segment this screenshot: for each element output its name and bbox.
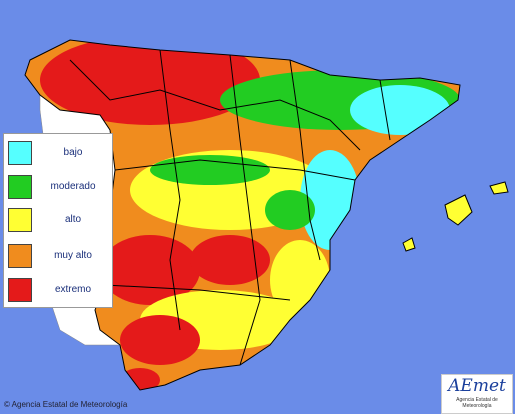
legend-label: bajo xyxy=(63,147,83,158)
legend-item: alto xyxy=(8,208,112,232)
legend-item: bajo xyxy=(8,141,112,165)
legend-item: extremo xyxy=(8,278,112,302)
logo-subtitle: Agencia Estatal de Meteorología xyxy=(456,397,498,409)
island xyxy=(489,181,509,195)
legend-label: moderado xyxy=(50,181,96,192)
legend-label: extremo xyxy=(54,284,92,295)
logo: AEmet Agencia Estatal de Meteorología xyxy=(441,374,513,414)
legend: bajo moderado alto muy alto extremo xyxy=(3,133,113,308)
logo-name: AEmet xyxy=(448,376,506,396)
legend-label: alto xyxy=(64,214,82,225)
island xyxy=(402,237,416,252)
legend-label: muy alto xyxy=(54,250,92,261)
legend-item: moderado xyxy=(8,175,112,199)
island xyxy=(444,194,473,226)
legend-item: muy alto xyxy=(8,244,112,268)
copyright: © Agencia Estatal de Meteorología xyxy=(4,400,128,409)
spain-outline xyxy=(24,39,461,391)
